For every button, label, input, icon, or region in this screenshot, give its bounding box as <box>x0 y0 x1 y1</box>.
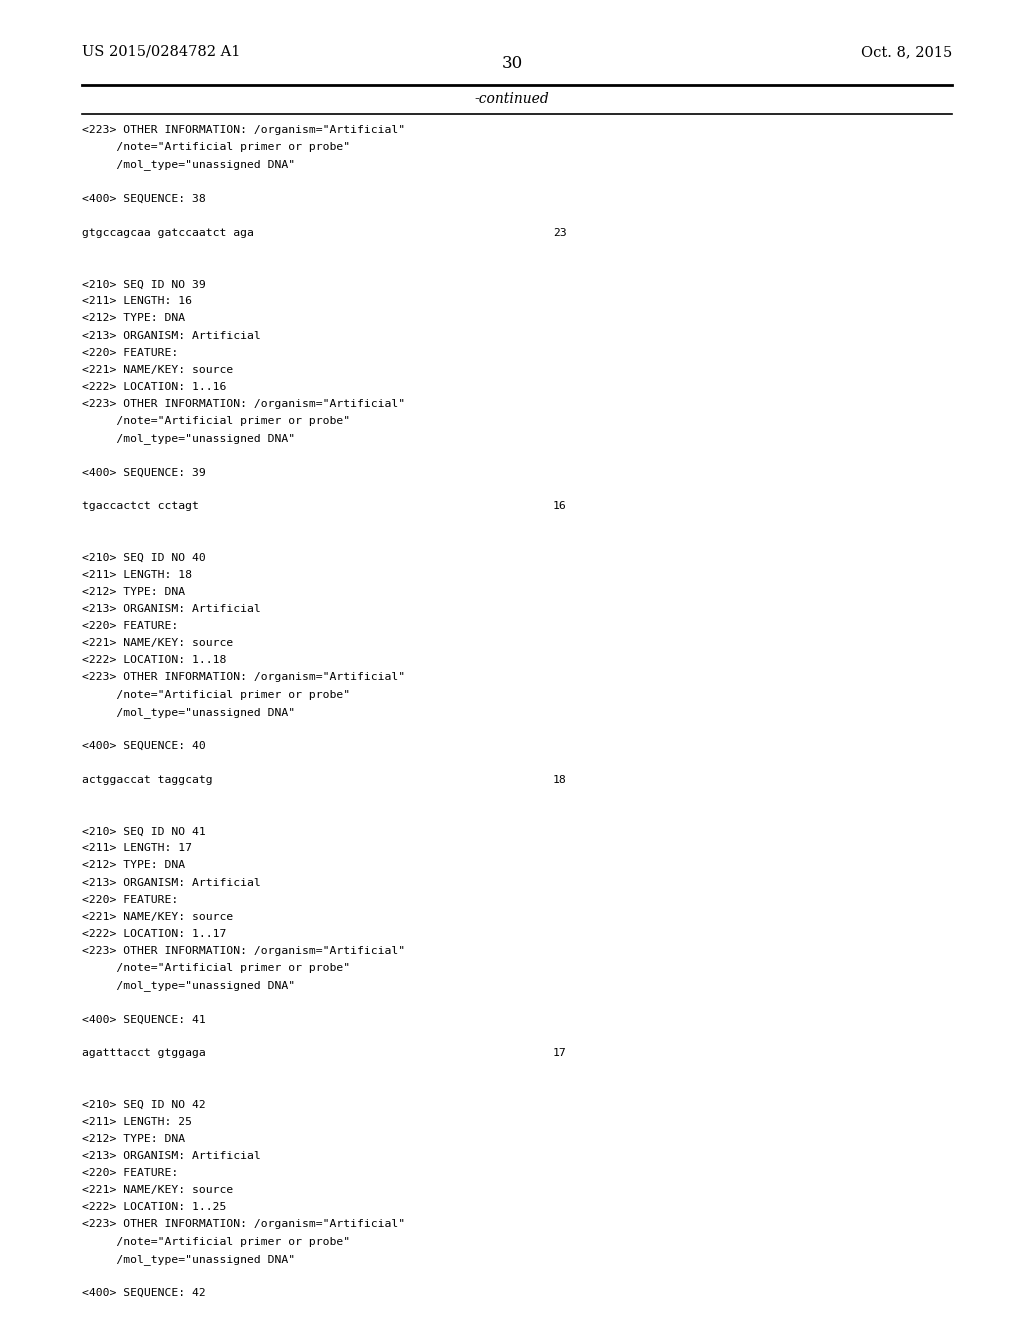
Text: 30: 30 <box>502 55 522 73</box>
Text: /note="Artificial primer or probe": /note="Artificial primer or probe" <box>82 143 350 153</box>
Text: <220> FEATURE:: <220> FEATURE: <box>82 895 178 904</box>
Text: <221> NAME/KEY: source: <221> NAME/KEY: source <box>82 639 233 648</box>
Text: <221> NAME/KEY: source: <221> NAME/KEY: source <box>82 912 233 921</box>
Text: agatttacct gtggaga: agatttacct gtggaga <box>82 1048 206 1059</box>
Text: <211> LENGTH: 16: <211> LENGTH: 16 <box>82 297 191 306</box>
Text: <223> OTHER INFORMATION: /organism="Artificial": <223> OTHER INFORMATION: /organism="Arti… <box>82 125 406 136</box>
Text: <400> SEQUENCE: 41: <400> SEQUENCE: 41 <box>82 1014 206 1024</box>
Text: <222> LOCATION: 1..16: <222> LOCATION: 1..16 <box>82 381 226 392</box>
Text: /note="Artificial primer or probe": /note="Artificial primer or probe" <box>82 416 350 426</box>
Text: <222> LOCATION: 1..18: <222> LOCATION: 1..18 <box>82 655 226 665</box>
Text: <400> SEQUENCE: 38: <400> SEQUENCE: 38 <box>82 194 206 203</box>
Text: /mol_type="unassigned DNA": /mol_type="unassigned DNA" <box>82 433 295 444</box>
Text: US 2015/0284782 A1: US 2015/0284782 A1 <box>82 45 241 59</box>
Text: <400> SEQUENCE: 39: <400> SEQUENCE: 39 <box>82 467 206 478</box>
Text: <213> ORGANISM: Artificial: <213> ORGANISM: Artificial <box>82 605 261 614</box>
Text: <213> ORGANISM: Artificial: <213> ORGANISM: Artificial <box>82 878 261 887</box>
Text: <223> OTHER INFORMATION: /organism="Artificial": <223> OTHER INFORMATION: /organism="Arti… <box>82 672 406 682</box>
Text: <210> SEQ ID NO 40: <210> SEQ ID NO 40 <box>82 553 206 562</box>
Text: <222> LOCATION: 1..17: <222> LOCATION: 1..17 <box>82 929 226 939</box>
Text: <220> FEATURE:: <220> FEATURE: <box>82 1168 178 1179</box>
Text: <211> LENGTH: 17: <211> LENGTH: 17 <box>82 843 191 853</box>
Text: 23: 23 <box>553 228 566 238</box>
Text: <223> OTHER INFORMATION: /organism="Artificial": <223> OTHER INFORMATION: /organism="Arti… <box>82 946 406 956</box>
Text: <210> SEQ ID NO 41: <210> SEQ ID NO 41 <box>82 826 206 837</box>
Text: <222> LOCATION: 1..25: <222> LOCATION: 1..25 <box>82 1203 226 1212</box>
Text: Oct. 8, 2015: Oct. 8, 2015 <box>861 45 952 59</box>
Text: /mol_type="unassigned DNA": /mol_type="unassigned DNA" <box>82 1254 295 1265</box>
Text: /mol_type="unassigned DNA": /mol_type="unassigned DNA" <box>82 160 295 170</box>
Text: 17: 17 <box>553 1048 566 1059</box>
Text: <212> TYPE: DNA: <212> TYPE: DNA <box>82 861 185 870</box>
Text: <213> ORGANISM: Artificial: <213> ORGANISM: Artificial <box>82 330 261 341</box>
Text: <400> SEQUENCE: 42: <400> SEQUENCE: 42 <box>82 1288 206 1298</box>
Text: <212> TYPE: DNA: <212> TYPE: DNA <box>82 313 185 323</box>
Text: gtgccagcaa gatccaatct aga: gtgccagcaa gatccaatct aga <box>82 228 254 238</box>
Text: /mol_type="unassigned DNA": /mol_type="unassigned DNA" <box>82 706 295 718</box>
Text: <221> NAME/KEY: source: <221> NAME/KEY: source <box>82 1185 233 1195</box>
Text: /note="Artificial primer or probe": /note="Artificial primer or probe" <box>82 964 350 973</box>
Text: /note="Artificial primer or probe": /note="Artificial primer or probe" <box>82 689 350 700</box>
Text: tgaccactct cctagt: tgaccactct cctagt <box>82 502 199 511</box>
Text: 18: 18 <box>553 775 566 785</box>
Text: <210> SEQ ID NO 39: <210> SEQ ID NO 39 <box>82 280 206 289</box>
Text: /note="Artificial primer or probe": /note="Artificial primer or probe" <box>82 1237 350 1246</box>
Text: -continued: -continued <box>475 92 549 107</box>
Text: <212> TYPE: DNA: <212> TYPE: DNA <box>82 1134 185 1144</box>
Text: <400> SEQUENCE: 40: <400> SEQUENCE: 40 <box>82 741 206 751</box>
Text: actggaccat taggcatg: actggaccat taggcatg <box>82 775 213 785</box>
Text: <210> SEQ ID NO 42: <210> SEQ ID NO 42 <box>82 1100 206 1110</box>
Text: <223> OTHER INFORMATION: /organism="Artificial": <223> OTHER INFORMATION: /organism="Arti… <box>82 399 406 409</box>
Text: /mol_type="unassigned DNA": /mol_type="unassigned DNA" <box>82 981 295 991</box>
Text: <220> FEATURE:: <220> FEATURE: <box>82 347 178 358</box>
Text: <220> FEATURE:: <220> FEATURE: <box>82 622 178 631</box>
Text: <213> ORGANISM: Artificial: <213> ORGANISM: Artificial <box>82 1151 261 1162</box>
Text: 16: 16 <box>553 502 566 511</box>
Text: <221> NAME/KEY: source: <221> NAME/KEY: source <box>82 364 233 375</box>
Text: <223> OTHER INFORMATION: /organism="Artificial": <223> OTHER INFORMATION: /organism="Arti… <box>82 1220 406 1229</box>
Text: <212> TYPE: DNA: <212> TYPE: DNA <box>82 587 185 597</box>
Text: <211> LENGTH: 25: <211> LENGTH: 25 <box>82 1117 191 1127</box>
Text: <211> LENGTH: 18: <211> LENGTH: 18 <box>82 570 191 579</box>
